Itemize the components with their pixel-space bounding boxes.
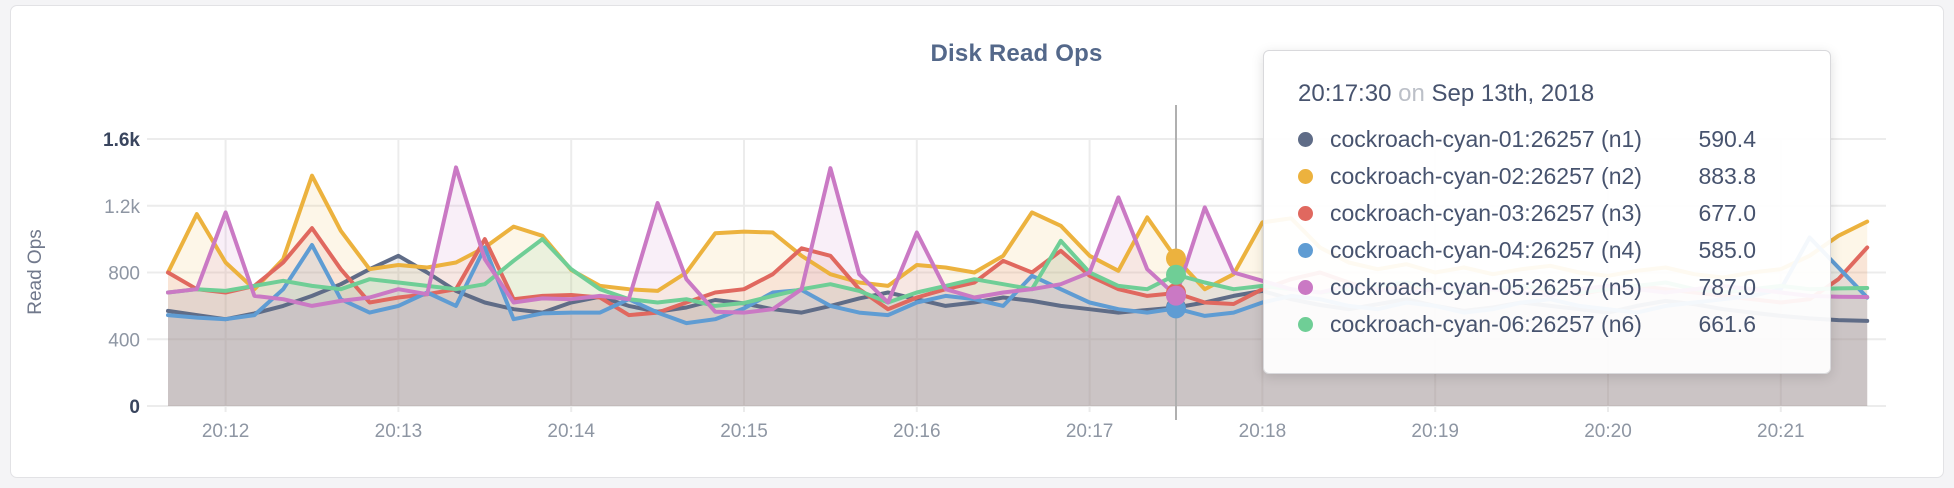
tooltip-row: cockroach-cyan-05:26257 (n5) 787.0 xyxy=(1298,269,1796,306)
axis-labels: 1.6k 1.2k 800 400 0 20:12 20:13 20:14 20:15 20:16… xyxy=(103,130,1805,442)
hover-point-dot xyxy=(1166,285,1186,306)
tooltip-row: cockroach-cyan-01:26257 (n1) 590.4 xyxy=(1298,121,1796,158)
tooltip-series-value: 590.4 xyxy=(1698,125,1756,152)
series-color-dot xyxy=(1298,131,1313,147)
x-tick-label: 20:14 xyxy=(547,421,595,442)
tooltip-row: cockroach-cyan-02:26257 (n2) 883.8 xyxy=(1298,158,1796,195)
hover-point-dot xyxy=(1166,264,1186,285)
tooltip-series-label: cockroach-cyan-06:26257 (n6) xyxy=(1330,310,1642,337)
x-tick-label: 20:12 xyxy=(202,421,250,442)
x-tick-label: 20:15 xyxy=(720,421,768,442)
tooltip-row: cockroach-cyan-03:26257 (n3) 677.0 xyxy=(1298,195,1796,232)
x-tick-label: 20:16 xyxy=(893,421,941,442)
x-tick-label: 20:18 xyxy=(1239,421,1287,442)
x-tick-label: 20:20 xyxy=(1584,421,1632,442)
tooltip-conjunction: on xyxy=(1398,80,1425,107)
y-tick-label: 1.6k xyxy=(103,130,140,151)
x-tick-label: 20:21 xyxy=(1757,421,1805,442)
x-tick-label: 20:17 xyxy=(1066,421,1114,442)
tooltip-rows: cockroach-cyan-01:26257 (n1) 590.4 cockroa… xyxy=(1298,121,1796,343)
y-tick-label: 800 xyxy=(108,264,140,285)
tooltip-header: 20:17:30 on Sep 13th, 2018 xyxy=(1298,77,1796,112)
series-color-dot xyxy=(1298,205,1313,221)
series-color-dot xyxy=(1298,316,1313,332)
hover-tooltip: 20:17:30 on Sep 13th, 2018 cockroach-cya… xyxy=(1263,50,1831,374)
x-tick-label: 20:19 xyxy=(1411,421,1459,442)
tooltip-series-value: 585.0 xyxy=(1698,236,1756,263)
hover-dots xyxy=(1166,248,1186,319)
tooltip-series-value: 677.0 xyxy=(1698,199,1756,226)
chart-title: Disk Read Ops xyxy=(930,40,1103,67)
series-color-dot xyxy=(1298,168,1313,184)
tooltip-row: cockroach-cyan-06:26257 (n6) 661.6 xyxy=(1298,306,1796,343)
y-tick-label: 0 xyxy=(129,397,140,418)
tooltip-series-value: 883.8 xyxy=(1698,162,1756,189)
y-tick-label: 400 xyxy=(108,330,140,351)
tooltip-series-label: cockroach-cyan-04:26257 (n4) xyxy=(1330,236,1642,263)
x-tick-label: 20:13 xyxy=(375,421,423,442)
tooltip-series-label: cockroach-cyan-03:26257 (n3) xyxy=(1330,199,1642,226)
y-tick-label: 1.2k xyxy=(104,197,140,218)
tooltip-series-label: cockroach-cyan-01:26257 (n1) xyxy=(1330,125,1642,152)
tooltip-date: Sep 13th, 2018 xyxy=(1431,80,1595,107)
y-axis-title: Read Ops xyxy=(25,229,46,315)
series-color-dot xyxy=(1298,279,1313,295)
hover-point-dot xyxy=(1166,248,1186,269)
tooltip-series-label: cockroach-cyan-05:26257 (n5) xyxy=(1330,273,1642,300)
tooltip-time: 20:17:30 xyxy=(1298,80,1392,107)
tooltip-series-value: 787.0 xyxy=(1698,273,1756,300)
series-color-dot xyxy=(1298,242,1313,258)
tooltip-row: cockroach-cyan-04:26257 (n4) 585.0 xyxy=(1298,232,1796,269)
tooltip-series-value: 661.6 xyxy=(1698,310,1756,337)
tooltip-series-label: cockroach-cyan-02:26257 (n2) xyxy=(1330,162,1642,189)
